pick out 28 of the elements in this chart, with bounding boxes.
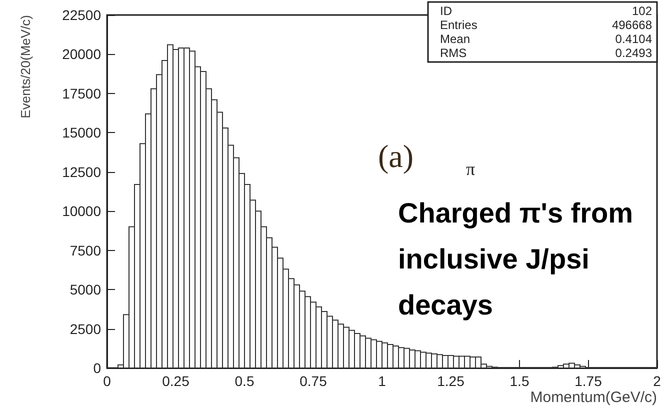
- x-tick-label: 1.5: [510, 373, 530, 389]
- text: Mean 0.4104: [440, 32, 652, 46]
- y-tick-label: 5000: [70, 282, 102, 298]
- x-tick-label: 0: [103, 373, 112, 389]
- y-tick-label: 2500: [70, 320, 102, 337]
- y-tick-label: 10000: [62, 203, 102, 220]
- annotation: π: [466, 159, 476, 179]
- x-tick-label: 1.75: [574, 373, 602, 389]
- x-tick-label: 0.5: [234, 373, 254, 389]
- x-axis-title: Momentum(GeV/c): [530, 389, 657, 406]
- y-tick-label: 12500: [62, 164, 102, 180]
- y-tick-label: 20000: [62, 46, 102, 62]
- y-tick-label: 17500: [62, 85, 102, 102]
- x-tick-label: 1.25: [437, 373, 465, 389]
- y-tick-label: 7500: [70, 242, 102, 258]
- y-axis-title: Events/20(MeV/c): [18, 15, 33, 118]
- x-tick-label: 1: [378, 373, 386, 389]
- annotation: (a): [378, 138, 414, 174]
- x-tick-label: 0.75: [300, 373, 328, 389]
- text: ID 102: [440, 4, 652, 18]
- y-tick-label: 15000: [62, 124, 102, 141]
- annotation: Charged π's from inclusive J/psi decays: [398, 198, 634, 320]
- y-tick-label: 0: [93, 360, 102, 376]
- y-tick-label: 22500: [62, 7, 102, 23]
- text: RMS 0.2493: [440, 46, 652, 60]
- x-tick-label: 2: [653, 373, 662, 389]
- x-tick-label: 0.25: [162, 373, 190, 389]
- text: Entries 496668: [440, 18, 652, 32]
